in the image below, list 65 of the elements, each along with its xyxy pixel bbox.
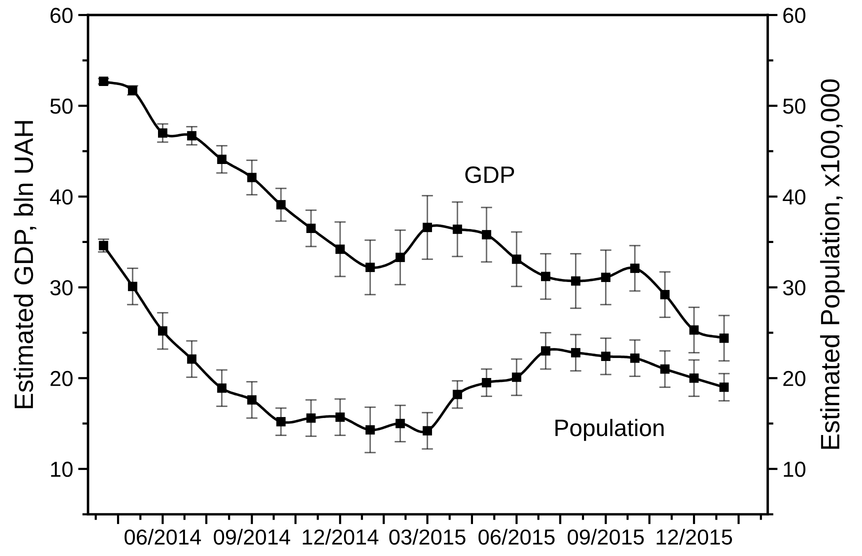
point: [571, 348, 580, 358]
point: [719, 382, 729, 392]
point: [335, 412, 345, 422]
point: [98, 240, 108, 250]
point: [187, 354, 196, 364]
x-tick-label: 03/2015: [389, 528, 466, 545]
point: [719, 334, 729, 343]
y-tick-label: 40: [50, 189, 73, 205]
y2-tick-label: 40: [782, 189, 806, 205]
point: [128, 282, 138, 292]
y2-tick-label: 30: [783, 280, 806, 296]
point: [422, 222, 432, 232]
point: [689, 325, 699, 335]
point: [217, 154, 226, 164]
point: [571, 276, 580, 286]
point: [396, 418, 405, 428]
y-tick-label: 30: [50, 280, 73, 296]
x-tick-label: 09/2015: [568, 528, 644, 545]
series-label: Population: [555, 418, 664, 441]
y2-tick-label: 10: [784, 462, 806, 477]
y-tick-label: 60: [50, 8, 73, 24]
point: [482, 378, 492, 388]
point: [630, 264, 640, 273]
point: [512, 372, 522, 382]
point: [247, 395, 257, 405]
point: [396, 252, 405, 262]
y2-tick-label: 60: [783, 8, 806, 24]
x-tick-label: 12/2014: [302, 528, 378, 545]
point: [247, 172, 257, 182]
point: [660, 364, 670, 374]
x-tick-label: 12/2015: [656, 528, 732, 545]
point: [541, 346, 550, 356]
y2-tick-label: 20: [783, 370, 806, 386]
series-label: GDP: [465, 166, 514, 184]
point: [158, 326, 168, 336]
point: [660, 290, 670, 300]
point: [630, 354, 640, 363]
point: [601, 272, 610, 282]
y2-tick-label: 50: [783, 98, 806, 114]
y-tick-label: 20: [50, 370, 73, 386]
x-tick-label: 06/2015: [478, 528, 555, 545]
point: [452, 390, 462, 400]
point: [482, 230, 492, 240]
point: [306, 224, 316, 234]
y-tick-label: 10: [51, 462, 73, 477]
point: [601, 352, 610, 361]
y2-axis-title: Estimated Population, x100,000: [820, 79, 845, 449]
point: [217, 383, 226, 393]
point: [366, 262, 375, 272]
y-axis-title: Estimated GDP, bln UAH: [14, 121, 36, 408]
point: [276, 417, 286, 426]
point: [306, 413, 316, 423]
point: [158, 128, 168, 138]
point: [335, 244, 345, 254]
x-tick-label: 09/2014: [214, 528, 290, 545]
x-tick-label: 06/2014: [124, 528, 201, 545]
point: [541, 272, 550, 282]
point: [422, 426, 432, 436]
point: [366, 425, 375, 435]
point: [689, 373, 699, 383]
point: [452, 224, 462, 234]
point: [187, 131, 196, 140]
point: [276, 200, 286, 210]
point: [512, 254, 522, 264]
y-tick-label: 50: [50, 98, 73, 114]
